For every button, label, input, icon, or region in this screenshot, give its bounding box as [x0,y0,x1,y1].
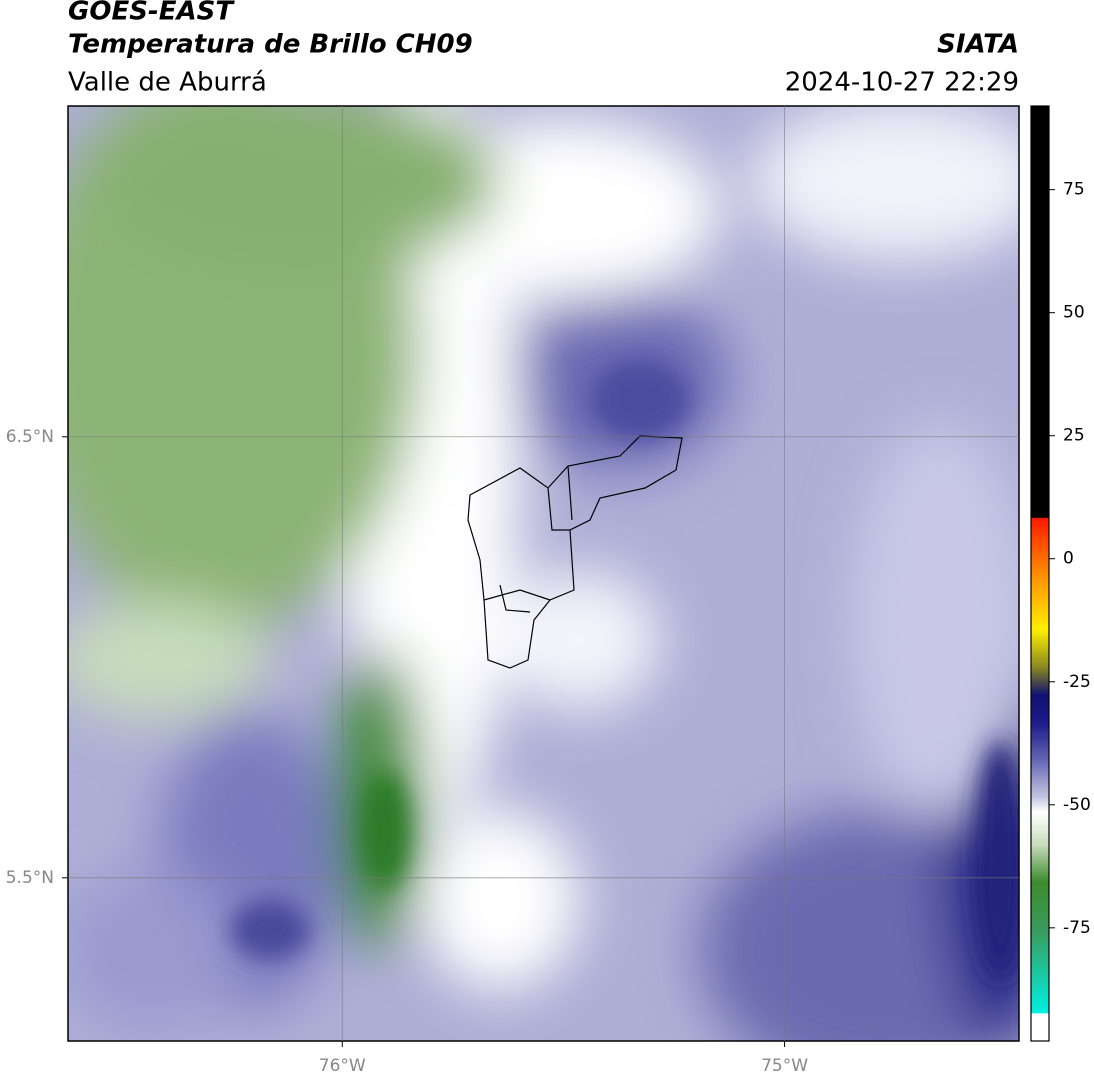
map-field [68,106,1019,1041]
map-frame [67,105,1020,1042]
colorbar-tick-label: -75 [1063,918,1091,938]
colorbar-tick-label: 50 [1063,303,1085,323]
y-tick-label: 6.5°N [6,427,54,447]
colorbar-tick-label: 0 [1063,549,1074,569]
colorbar-tick-label: 25 [1063,426,1085,446]
basin-outline [467,435,683,669]
x-tick-label: 75°W [761,1056,808,1076]
colorbar-tick-label: 75 [1063,180,1085,200]
x-tick-label: 76°W [319,1056,366,1076]
colorbar-tick-label: -25 [1063,672,1091,692]
region: Valle de Aburrá [68,68,267,98]
colorbar-tick-label: -50 [1063,795,1091,815]
subtitle: Temperatura de Brillo CH09 [68,30,473,60]
title: GOES-EAST [68,0,235,27]
y-tick-label: 5.5°N [6,868,54,888]
source: SIATA [937,30,1019,60]
colorbar [1030,105,1050,1042]
datetime: 2024-10-27 22:29 [785,68,1019,98]
